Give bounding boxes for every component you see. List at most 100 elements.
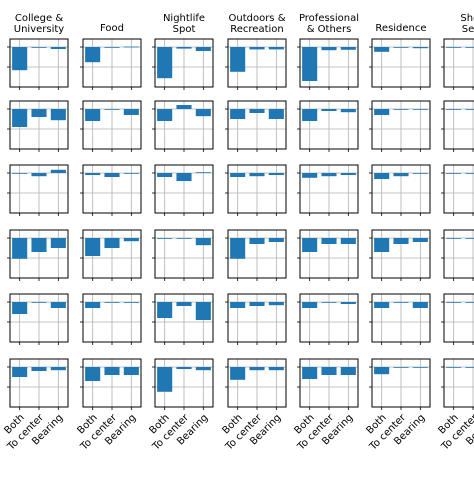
bar <box>340 238 356 244</box>
bar <box>268 302 284 306</box>
bar <box>104 367 120 375</box>
bar <box>302 109 318 121</box>
bar <box>104 173 120 177</box>
panel-frame <box>371 293 431 343</box>
bar <box>412 47 428 49</box>
panel-frame <box>9 38 69 88</box>
bar <box>249 367 265 371</box>
column-title-line: Food <box>100 23 124 34</box>
bar <box>85 367 101 381</box>
bar <box>123 302 139 303</box>
bar <box>230 238 246 259</box>
bar <box>249 173 265 177</box>
panel-frame <box>299 38 359 88</box>
bar <box>123 46 139 48</box>
bar <box>268 47 284 50</box>
panel-frame <box>227 100 287 150</box>
panel-frame <box>371 100 431 150</box>
bar <box>412 367 428 368</box>
bar <box>321 173 337 177</box>
bar <box>104 302 120 303</box>
bar <box>85 109 101 121</box>
panel-background <box>444 101 474 149</box>
bar <box>374 367 390 375</box>
bar <box>465 47 474 48</box>
bar <box>340 173 356 175</box>
bar <box>302 367 318 379</box>
bar <box>340 367 356 375</box>
panel-frame <box>154 100 214 150</box>
panel-frame <box>227 38 287 88</box>
bar <box>340 302 356 304</box>
column-title-line: University <box>14 24 65 35</box>
panel-frame <box>443 38 474 88</box>
column-title-line: Recreation <box>230 24 283 35</box>
bar <box>123 109 139 115</box>
bar <box>104 238 120 248</box>
bar <box>157 109 173 121</box>
column-title-line: & Others <box>307 24 352 35</box>
bar <box>85 173 101 175</box>
panel-frame <box>227 358 287 408</box>
bar <box>157 238 173 239</box>
column-title: Nightlife Spot <box>163 13 205 35</box>
bar <box>50 367 66 371</box>
column-title: Outdoors & Recreation <box>228 13 285 35</box>
bar <box>123 367 139 375</box>
panel-frame <box>9 358 69 408</box>
bar <box>393 302 409 303</box>
bar <box>465 173 474 174</box>
panel-frame <box>82 229 142 279</box>
bar <box>230 109 246 119</box>
bar <box>412 109 428 110</box>
bar <box>195 367 211 371</box>
panel-frame <box>443 293 474 343</box>
panel-frame <box>443 229 474 279</box>
bar <box>157 302 173 318</box>
bar <box>230 47 246 72</box>
bar <box>50 109 66 121</box>
bar <box>446 109 462 110</box>
bar <box>12 238 28 259</box>
bar <box>340 47 356 50</box>
bar <box>195 172 211 173</box>
bar <box>50 302 66 308</box>
bar <box>465 302 474 303</box>
column-title-line: College & <box>15 13 63 24</box>
bar <box>31 173 47 177</box>
bar <box>321 47 337 51</box>
bar <box>85 238 101 256</box>
panel-frame <box>371 38 431 88</box>
panel-frame <box>227 164 287 214</box>
bar <box>446 238 462 239</box>
bar <box>195 109 211 117</box>
panel-frame <box>82 358 142 408</box>
bar <box>230 302 246 308</box>
bar <box>195 238 211 246</box>
panel-frame <box>371 164 431 214</box>
bar <box>446 173 462 174</box>
panel-frame <box>154 229 214 279</box>
bar <box>31 109 47 117</box>
panel-frame <box>154 293 214 343</box>
column-title-line: Residence <box>375 23 426 34</box>
bar <box>249 302 265 306</box>
bar <box>393 109 409 110</box>
panel-background <box>444 230 474 278</box>
bar <box>31 367 47 371</box>
bar <box>465 238 474 239</box>
bar <box>85 47 101 63</box>
bar <box>465 367 474 368</box>
panel-frame <box>9 293 69 343</box>
bar <box>268 109 284 119</box>
panel-frame <box>227 293 287 343</box>
bar <box>50 169 66 173</box>
bar <box>393 47 409 48</box>
bar <box>374 302 390 308</box>
bar <box>12 47 28 71</box>
bar <box>85 302 101 308</box>
bar <box>176 238 192 239</box>
column-title-line: Nightlife <box>163 13 205 24</box>
panel-frame <box>299 358 359 408</box>
bar <box>340 109 356 113</box>
